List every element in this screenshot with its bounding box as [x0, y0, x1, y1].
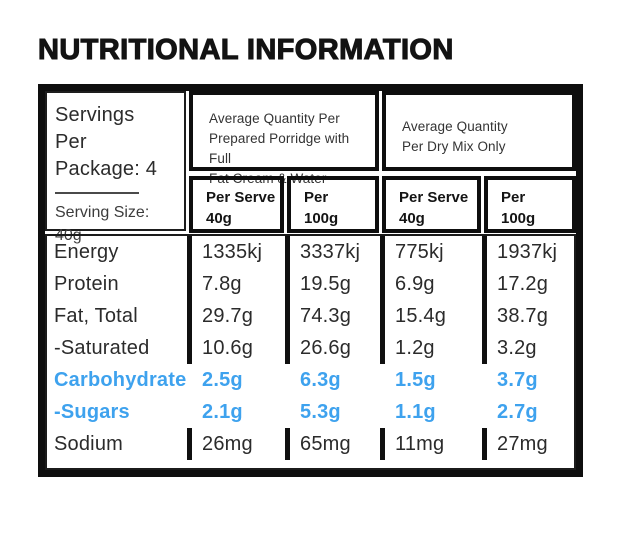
page-title: NUTRITIONAL INFORMATION	[37, 33, 454, 66]
protein-per-100g-dry: 17.2g	[482, 268, 574, 300]
row-label-sodium: Sodium	[54, 432, 124, 455]
sub-2-line-1: Per	[304, 189, 329, 206]
sodium-per-serve-prepared: 26mg	[187, 428, 285, 460]
sub-1-line-2: 40g	[206, 210, 232, 227]
nutrition-table: Servings Per Package: 4 Serving Size: 40…	[38, 84, 583, 477]
sub-2-line-2: 100g	[304, 210, 339, 227]
energy-per-100g-dry: 1937kj	[482, 236, 574, 268]
row-label-protein: Protein	[54, 272, 119, 295]
protein-per-serve-dry: 6.9g	[380, 268, 482, 300]
column-header-per-serve-dry: Per Serve 40g	[382, 176, 481, 233]
group-header-dry-mix: Average Quantity Per Dry Mix Only	[382, 91, 576, 171]
saturated-per-serve-dry: 1.2g	[380, 332, 482, 364]
saturated-per-serve-prepared: 10.6g	[187, 332, 285, 364]
sodium-per-100g-dry: 27mg	[482, 428, 574, 460]
servings-line-2: Per	[55, 131, 87, 153]
serving-size-line-1: Serving Size:	[55, 204, 150, 221]
fat-per-serve-prepared: 29.7g	[187, 300, 285, 332]
group-header-prepared-porridge: Average Quantity Per Prepared Porridge w…	[189, 91, 379, 186]
servings-header-cell: Servings Per Package: 4 Serving Size: 40…	[45, 91, 186, 244]
protein-per-serve-prepared: 7.8g	[187, 268, 285, 300]
sodium-per-100g-prepared: 65mg	[285, 428, 380, 460]
carbohydrate-per-serve-dry: 1.5g	[395, 368, 436, 391]
column-header-per-serve-prepared: Per Serve 40g	[189, 176, 284, 233]
sub-3-line-2: 40g	[399, 210, 425, 227]
row-label-sugars: -Sugars	[54, 400, 130, 423]
row-label-energy: Energy	[54, 240, 119, 263]
row-label-fat-total: Fat, Total	[54, 304, 138, 327]
group-a-line-2: Prepared Porridge with Full	[209, 131, 350, 166]
fat-per-serve-dry: 15.4g	[380, 300, 482, 332]
sub-1-line-1: Per Serve	[206, 189, 276, 206]
protein-per-100g-prepared: 19.5g	[285, 268, 380, 300]
sub-3-line-1: Per Serve	[399, 189, 469, 206]
carbohydrate-per-100g-prepared: 6.3g	[300, 368, 341, 391]
saturated-per-100g-dry: 3.2g	[482, 332, 574, 364]
fat-per-100g-prepared: 74.3g	[285, 300, 380, 332]
sugars-per-serve-dry: 1.1g	[395, 400, 436, 423]
carbohydrate-per-100g-dry: 3.7g	[497, 368, 538, 391]
sub-4-line-1: Per	[501, 189, 526, 206]
energy-per-serve-dry: 775kj	[380, 236, 482, 268]
sodium-per-serve-dry: 11mg	[380, 428, 482, 460]
servings-line-3: Package: 4	[55, 158, 158, 180]
row-label-carbohydrate: Carbohydrate	[54, 368, 187, 391]
saturated-per-100g-prepared: 26.6g	[285, 332, 380, 364]
sugars-per-serve-prepared: 2.1g	[202, 400, 243, 423]
fat-per-100g-dry: 38.7g	[482, 300, 574, 332]
column-header-per-100g-prepared: Per 100g	[287, 176, 379, 233]
column-header-per-100g-dry: Per 100g	[484, 176, 576, 233]
sugars-per-100g-prepared: 5.3g	[300, 400, 341, 423]
servings-line-1: Servings	[55, 104, 135, 126]
row-label-saturated: -Saturated	[54, 336, 150, 359]
energy-per-serve-prepared: 1335kj	[187, 236, 285, 268]
sugars-per-100g-dry: 2.7g	[497, 400, 538, 423]
nutrient-values-body: Energy 1335kj 3337kj 775kj 1937kj Protei…	[45, 234, 576, 470]
group-b-line-1: Average Quantity	[402, 119, 508, 134]
servings-divider-rule	[55, 192, 139, 194]
group-b-line-2: Per Dry Mix Only	[402, 139, 506, 154]
energy-per-100g-prepared: 3337kj	[285, 236, 380, 268]
group-a-line-1: Average Quantity Per	[209, 111, 340, 126]
sub-4-line-2: 100g	[501, 210, 536, 227]
carbohydrate-per-serve-prepared: 2.5g	[202, 368, 243, 391]
